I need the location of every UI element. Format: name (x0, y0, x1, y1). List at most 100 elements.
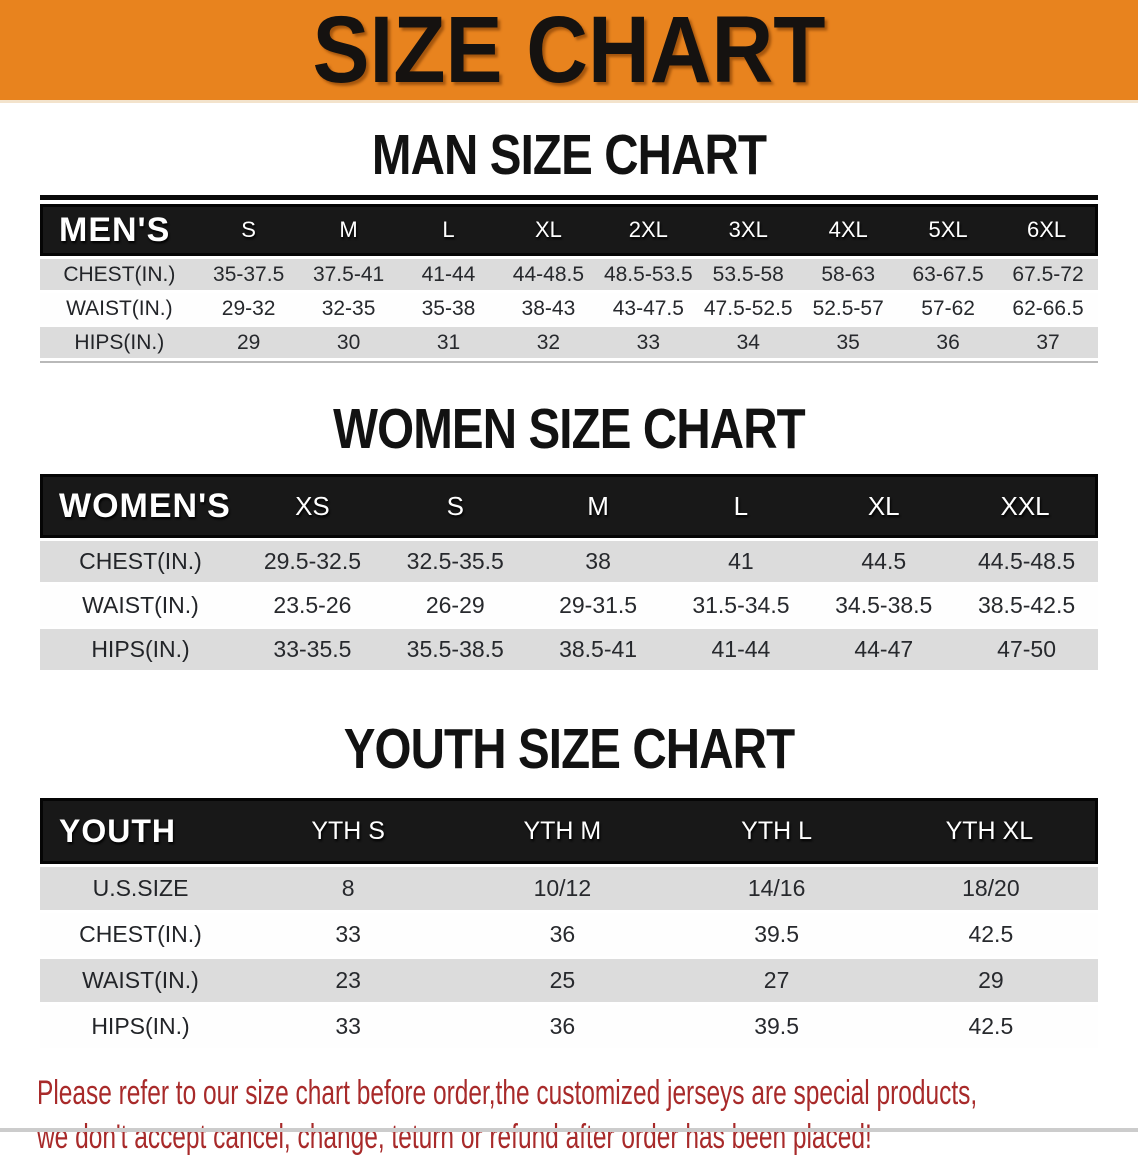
men-size-value: 33 (598, 327, 699, 358)
men-size-value: 35-37.5 (198, 259, 299, 290)
disclaimer-line-2: we don't accept cancel, change, teturn o… (37, 1118, 872, 1156)
men-table-row: CHEST(IN.) 35-37.5 37.5-41 41-44 44-48.5 48.5… (40, 259, 1098, 290)
women-row-label: HIPS(IN.) (40, 629, 242, 670)
men-size-value: 34 (698, 327, 799, 358)
men-column-header: S (198, 204, 299, 256)
youth-size-value: 39.5 (669, 913, 884, 956)
size-chart-banner: SIZE CHART (0, 0, 1138, 103)
women-size-value: 38.5-41 (526, 629, 670, 670)
youth-row-label: HIPS(IN.) (40, 1005, 242, 1048)
men-row-label: WAIST(IN.) (40, 293, 199, 324)
youth-size-table: YOUTH YTH S YTH M YTH L YTH XL U.S.SIZE 8 10/12… (40, 795, 1098, 1051)
men-size-value: 37 (998, 327, 1098, 358)
men-size-table-wrap: MEN'S S M L XL 2XL 3XL 4XL 5XL 6XL CHEST(IN.) 35-37… (40, 195, 1098, 363)
youth-row-label: CHEST(IN.) (40, 913, 242, 956)
men-size-value: 35 (798, 327, 899, 358)
men-column-header: 4XL (798, 204, 899, 256)
youth-size-value: 36 (455, 913, 670, 956)
men-size-value: 29 (198, 327, 299, 358)
men-column-header: 5XL (898, 204, 999, 256)
women-size-value: 44.5-48.5 (955, 541, 1098, 582)
men-column-header: XL (498, 204, 599, 256)
youth-section-heading: YOUTH SIZE CHART (343, 717, 795, 781)
men-size-value: 41-44 (398, 259, 499, 290)
men-corner-label: MEN'S (40, 204, 199, 256)
men-size-value: 47.5-52.5 (698, 293, 799, 324)
women-table-row: CHEST(IN.) 29.5-32.5 32.5-35.5 38 41 44.5 44.5… (40, 541, 1098, 582)
youth-corner-label: YOUTH (40, 798, 242, 864)
women-size-table: WOMEN'S XS S M L XL XXL CHEST(IN.) 29.5-32.5 32.5… (40, 471, 1098, 673)
youth-column-header: YTH L (669, 798, 884, 864)
men-size-value: 35-38 (398, 293, 499, 324)
women-column-header: XXL (955, 474, 1098, 538)
youth-size-value: 33 (241, 913, 456, 956)
men-table-row: WAIST(IN.) 29-32 32-35 35-38 38-43 43-47.5 47.… (40, 293, 1098, 324)
women-column-header: S (383, 474, 527, 538)
youth-size-value: 27 (669, 959, 884, 1002)
women-size-value: 38.5-42.5 (955, 585, 1098, 626)
youth-column-header: YTH S (241, 798, 456, 864)
men-size-value: 32-35 (298, 293, 399, 324)
women-size-value: 44.5 (812, 541, 956, 582)
women-size-value: 44-47 (812, 629, 956, 670)
men-table-row: HIPS(IN.) 29 30 31 32 33 34 35 36 37 (40, 327, 1098, 358)
women-corner-label: WOMEN'S (40, 474, 242, 538)
women-table-row: HIPS(IN.) 33-35.5 35.5-38.5 38.5-41 41-44 44-… (40, 629, 1098, 670)
disclaimer: Please refer to our size chart before or… (0, 1071, 1138, 1159)
youth-row-label: WAIST(IN.) (40, 959, 242, 1002)
women-size-value: 35.5-38.5 (383, 629, 527, 670)
women-size-value: 29-31.5 (526, 585, 670, 626)
men-size-value: 67.5-72 (998, 259, 1098, 290)
men-column-header: M (298, 204, 399, 256)
women-column-header: L (669, 474, 813, 538)
men-size-value: 48.5-53.5 (598, 259, 699, 290)
women-table-row: WAIST(IN.) 23.5-26 26-29 29-31.5 31.5-34.5 34… (40, 585, 1098, 626)
disclaimer-line-1: Please refer to our size chart before or… (37, 1074, 978, 1112)
youth-table-row: WAIST(IN.) 23 25 27 29 (40, 959, 1098, 1002)
youth-size-value: 18/20 (883, 867, 1098, 910)
women-size-value: 41-44 (669, 629, 813, 670)
women-size-table-wrap: WOMEN'S XS S M L XL XXL CHEST(IN.) 29.5-32.5 32.5… (40, 471, 1098, 673)
youth-column-header: YTH XL (883, 798, 1098, 864)
youth-size-value: 42.5 (883, 1005, 1098, 1048)
youth-size-table-wrap: YOUTH YTH S YTH M YTH L YTH XL U.S.SIZE 8 10/12… (40, 795, 1098, 1051)
women-size-value: 34.5-38.5 (812, 585, 956, 626)
youth-size-value: 33 (241, 1005, 456, 1048)
women-row-label: WAIST(IN.) (40, 585, 242, 626)
youth-size-value: 25 (455, 959, 670, 1002)
men-size-value: 53.5-58 (698, 259, 799, 290)
men-size-value: 29-32 (198, 293, 299, 324)
women-size-value: 31.5-34.5 (669, 585, 813, 626)
men-row-label: CHEST(IN.) (40, 259, 199, 290)
men-size-value: 31 (398, 327, 499, 358)
women-size-value: 23.5-26 (241, 585, 384, 626)
youth-size-value: 36 (455, 1005, 670, 1048)
women-column-header: XS (241, 474, 384, 538)
section-youth: YOUTH SIZE CHART YOUTH YTH S YTH M YTH L YTH… (0, 717, 1138, 1051)
youth-size-value: 39.5 (669, 1005, 884, 1048)
page-title: SIZE CHART (312, 0, 826, 103)
women-size-value: 33-35.5 (241, 629, 384, 670)
women-size-value: 32.5-35.5 (383, 541, 527, 582)
image-bottom-edge (0, 1128, 1138, 1132)
youth-size-value: 8 (241, 867, 456, 910)
men-section-heading: MAN SIZE CHART (371, 123, 767, 187)
men-size-value: 58-63 (798, 259, 899, 290)
women-size-value: 41 (669, 541, 813, 582)
men-size-value: 62-66.5 (998, 293, 1098, 324)
youth-column-header: YTH M (455, 798, 670, 864)
men-size-value: 36 (898, 327, 999, 358)
men-size-value: 57-62 (898, 293, 999, 324)
youth-row-label: U.S.SIZE (40, 867, 242, 910)
youth-table-row: U.S.SIZE 8 10/12 14/16 18/20 (40, 867, 1098, 910)
men-column-header: 6XL (998, 204, 1098, 256)
youth-size-value: 10/12 (455, 867, 670, 910)
men-size-value: 43-47.5 (598, 293, 699, 324)
men-row-label: HIPS(IN.) (40, 327, 199, 358)
youth-table-row: CHEST(IN.) 33 36 39.5 42.5 (40, 913, 1098, 956)
men-column-header: L (398, 204, 499, 256)
youth-size-value: 23 (241, 959, 456, 1002)
women-section-heading: WOMEN SIZE CHART (333, 397, 806, 461)
women-size-value: 38 (526, 541, 670, 582)
men-size-value: 38-43 (498, 293, 599, 324)
